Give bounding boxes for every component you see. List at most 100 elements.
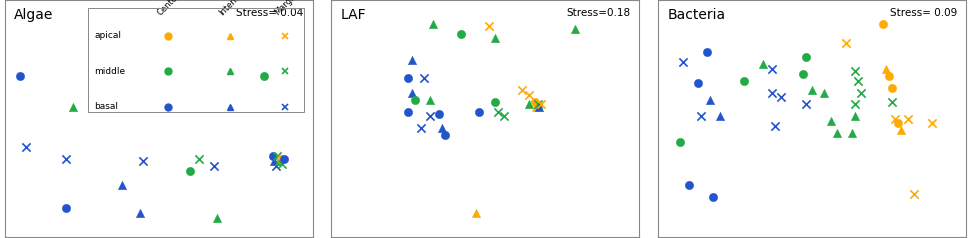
Point [700, 50, 715, 54]
Point [59, 207, 75, 210]
Point [891, 121, 906, 125]
Point [672, 140, 687, 144]
Point [768, 124, 783, 128]
Point [114, 183, 130, 187]
Point [817, 91, 832, 94]
Point [703, 98, 718, 102]
Point [675, 60, 690, 64]
Point [401, 110, 416, 114]
Point [764, 67, 779, 71]
Point [795, 72, 810, 76]
Point [425, 22, 440, 26]
Point [885, 86, 900, 90]
Point [487, 36, 502, 40]
Text: Bacteria: Bacteria [667, 8, 725, 22]
Point [533, 103, 549, 106]
Point [136, 159, 151, 163]
Point [681, 183, 697, 187]
Point [829, 131, 844, 135]
Point [271, 159, 287, 163]
Text: Margin: Margin [273, 0, 300, 17]
Point [65, 105, 80, 109]
Point [192, 157, 207, 161]
Point [266, 159, 282, 163]
Point [900, 117, 916, 121]
Point [847, 69, 862, 73]
Point [401, 77, 416, 80]
Point [497, 114, 512, 118]
Point [798, 103, 813, 106]
Point [838, 41, 854, 45]
Point [404, 91, 419, 94]
Point [529, 105, 544, 109]
Point [407, 98, 422, 102]
Point [487, 100, 502, 104]
Point [453, 32, 469, 35]
Point [878, 67, 893, 71]
Point [422, 98, 438, 102]
Point [268, 164, 284, 168]
Point [885, 100, 900, 104]
Point [276, 157, 291, 161]
Point [18, 145, 34, 149]
Point [764, 91, 779, 94]
Point [490, 110, 505, 114]
Point [798, 55, 813, 59]
Text: Stress=0.18: Stress=0.18 [566, 8, 630, 18]
Point [693, 114, 709, 118]
Text: Center: Center [156, 0, 182, 17]
Point [875, 22, 891, 26]
Point [273, 157, 288, 161]
Point [416, 77, 432, 80]
Point [435, 126, 450, 130]
Point [804, 88, 820, 92]
Point [706, 195, 721, 198]
Point [133, 211, 148, 215]
Point [844, 131, 860, 135]
Point [711, 114, 727, 118]
Point [823, 119, 838, 123]
Point [530, 103, 546, 106]
Text: Stress= 0.09: Stress= 0.09 [890, 8, 956, 18]
Point [690, 81, 706, 85]
Text: Intermediate: Intermediate [218, 0, 262, 17]
Point [432, 112, 447, 116]
Point [206, 164, 222, 168]
Point [515, 88, 530, 92]
Text: Stress= 0.04: Stress= 0.04 [236, 8, 304, 18]
Text: apical: apical [94, 31, 121, 40]
Point [469, 211, 484, 215]
Point [906, 192, 922, 196]
Point [274, 162, 289, 165]
Point [773, 95, 789, 99]
Point [881, 74, 896, 78]
Point [182, 169, 197, 173]
Point [210, 216, 226, 220]
Point [567, 27, 583, 31]
Point [256, 74, 271, 78]
Point [851, 79, 866, 83]
Point [422, 114, 438, 118]
Point [888, 117, 903, 121]
Point [521, 93, 536, 97]
Point [471, 110, 487, 114]
Text: middle: middle [94, 67, 125, 76]
Point [755, 62, 771, 66]
Point [893, 129, 909, 132]
Point [265, 154, 281, 158]
Point [847, 103, 862, 106]
Bar [88, 8, 304, 112]
Point [481, 25, 497, 28]
Point [404, 58, 419, 61]
Point [527, 100, 542, 104]
Point [438, 133, 453, 137]
Point [413, 126, 429, 130]
Point [737, 79, 752, 83]
Point [854, 91, 869, 94]
Text: LAF: LAF [341, 8, 366, 22]
Point [13, 74, 28, 78]
Point [924, 121, 940, 125]
Point [521, 103, 536, 106]
Text: basal: basal [94, 102, 118, 111]
Point [270, 154, 286, 158]
